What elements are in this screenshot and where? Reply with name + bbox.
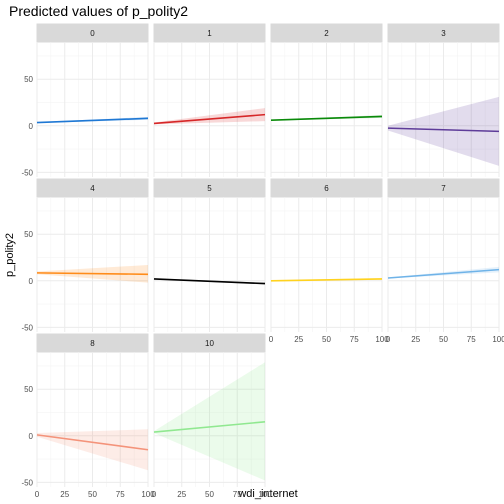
y-tick-label: 50 — [24, 230, 33, 239]
x-tick-label: 75 — [233, 490, 242, 499]
facet-strip-label: 5 — [207, 184, 212, 193]
x-tick-label: 50 — [88, 490, 97, 499]
x-tick-label: 25 — [411, 335, 420, 344]
facet-panel-0: 0 -50 0 50 — [21, 23, 149, 177]
facet-panel-2: 2 — [270, 23, 383, 177]
x-tick-label: 0 — [35, 490, 40, 499]
facet-panel-5: 5 — [153, 178, 266, 332]
facet-strip-label: 8 — [90, 339, 95, 348]
x-tick-label: 75 — [467, 335, 476, 344]
y-tick-label: 50 — [24, 75, 33, 84]
y-tick-label: 0 — [29, 122, 34, 131]
x-tick-label: 25 — [294, 335, 303, 344]
facet-strip-label: 3 — [441, 29, 446, 38]
facet-strip-label: 1 — [207, 29, 212, 38]
x-tick-label: 25 — [60, 490, 69, 499]
prediction-line — [270, 115, 383, 122]
x-tick-label: 100 — [375, 335, 389, 344]
facet-strip-label: 10 — [205, 339, 214, 348]
facet-panel-1: 1 — [153, 23, 266, 177]
x-tick-label: 0 — [269, 335, 274, 344]
x-tick-label: 100 — [141, 490, 155, 499]
facet-panel-4: 4 -50 0 50 — [21, 178, 149, 332]
confidence-band — [388, 96, 499, 166]
prediction-line — [36, 117, 149, 124]
facet-strip-label: 4 — [90, 184, 95, 193]
confidence-band — [154, 362, 265, 481]
x-tick-label: 50 — [439, 335, 448, 344]
y-axis-title: p_polity2 — [4, 233, 16, 277]
prediction-line — [36, 272, 149, 276]
prediction-line — [270, 278, 383, 282]
x-tick-label: 75 — [350, 335, 359, 344]
y-tick-label: 50 — [24, 385, 33, 394]
prediction-line — [36, 434, 149, 451]
chart-title: Predicted values of p_polity2 — [9, 3, 188, 19]
x-tick-label: 0 — [386, 335, 391, 344]
facet-strip-label: 7 — [441, 184, 446, 193]
x-tick-label: 25 — [177, 490, 186, 499]
facet-strip-label: 2 — [324, 29, 329, 38]
y-tick-label: -50 — [21, 323, 33, 332]
prediction-line — [387, 268, 500, 279]
facet-panel-3: 3 — [387, 23, 500, 177]
y-tick-label: -50 — [21, 168, 33, 177]
facet-panel-6: 6 0 25 50 75 100 — [269, 178, 389, 344]
facet-strip-label: 0 — [90, 29, 95, 38]
x-tick-label: 50 — [205, 490, 214, 499]
y-tick-label: 0 — [29, 432, 34, 441]
facet-panel-7: 7 0 25 50 75 100 — [386, 178, 504, 344]
confidence-band — [154, 108, 265, 125]
x-tick-label: 100 — [492, 335, 504, 344]
facet-strip-label: 6 — [324, 184, 329, 193]
x-tick-label: 75 — [116, 490, 125, 499]
x-tick-label: 0 — [152, 490, 157, 499]
x-axis-title: wdi_internet — [237, 488, 297, 500]
y-tick-label: -50 — [21, 478, 33, 487]
confidence-band — [37, 429, 148, 471]
facet-panel-10: 100 25 50 75 100 — [152, 333, 272, 499]
x-tick-label: 100 — [258, 490, 272, 499]
prediction-line — [387, 127, 500, 133]
y-tick-label: 0 — [29, 277, 34, 286]
prediction-line — [153, 278, 266, 285]
prediction-line — [153, 421, 266, 433]
prediction-line — [153, 113, 266, 125]
x-tick-label: 50 — [322, 335, 331, 344]
